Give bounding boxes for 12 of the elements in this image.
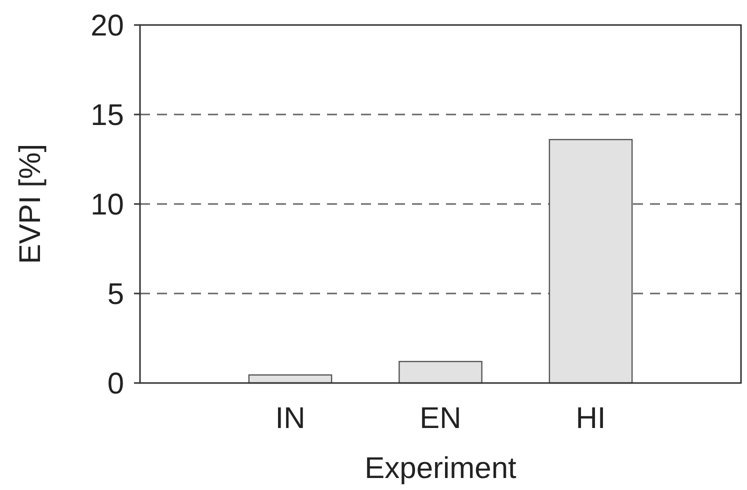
y-tick-label: 5 — [107, 278, 124, 311]
bar — [548, 138, 633, 384]
y-tick-label: 20 — [90, 10, 124, 42]
y-axis-title: EVPI [%] — [14, 144, 47, 264]
x-axis-title: Experiment — [364, 452, 518, 485]
y-tick-label: 0 — [107, 368, 124, 400]
bar — [398, 360, 482, 384]
x-tick-label: EN — [420, 402, 462, 435]
x-tick-label: HI — [576, 402, 606, 435]
y-tick-label: 15 — [90, 99, 124, 132]
y-tick-label: 10 — [90, 188, 124, 222]
x-tick-label: IN — [275, 402, 306, 435]
